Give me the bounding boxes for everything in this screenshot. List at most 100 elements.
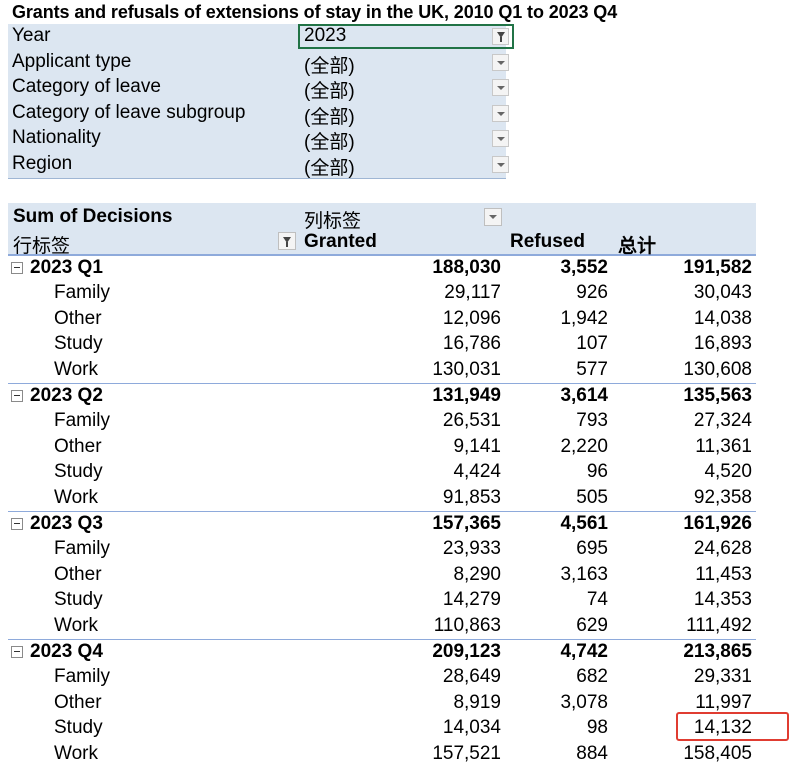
chevron-down-icon <box>497 137 505 142</box>
total-value: 111,492 <box>686 614 752 636</box>
total-value: 14,132 <box>693 717 752 739</box>
granted-value: 16,786 <box>442 333 501 355</box>
filter-applied-dropdown-button[interactable] <box>492 28 509 45</box>
filter-dropdown-button[interactable] <box>492 104 509 122</box>
granted-value: 130,031 <box>432 358 501 380</box>
refused-value: 3,163 <box>560 563 608 585</box>
filter-row-region: Region (全部) <box>8 152 509 179</box>
group-label: 2023 Q4 <box>30 641 103 662</box>
collapse-icon[interactable] <box>11 518 23 530</box>
table-row[interactable]: Family 28,649 682 29,331 <box>8 665 756 691</box>
filter-dropdown-button[interactable] <box>492 130 509 148</box>
total-value: 27,324 <box>693 410 752 431</box>
granted-value: 14,279 <box>442 589 501 611</box>
total-value: 24,628 <box>693 538 752 559</box>
granted-value: 12,096 <box>442 307 501 329</box>
filter-label: Category of leave subgroup <box>12 101 246 123</box>
total-value: 14,038 <box>693 307 752 329</box>
filter-dropdown-button[interactable] <box>492 156 509 173</box>
group-row-q4[interactable]: 2023 Q4 209,123 4,742 213,865 <box>8 639 756 666</box>
filter-value[interactable]: (全部) <box>304 132 355 154</box>
refused-value: 884 <box>576 742 608 764</box>
refused-value: 2,220 <box>560 435 608 457</box>
pivot-header: Sum of Decisions 列标签 行标签 Granted Refused… <box>8 203 756 257</box>
table-row[interactable]: Work 110,863 629 111,492 <box>8 614 756 640</box>
total-value: 213,865 <box>683 641 752 662</box>
filter-value[interactable]: (全部) <box>304 106 355 128</box>
table-row[interactable]: Study 14,279 74 14,353 <box>8 588 756 614</box>
table-row[interactable]: Work 130,031 577 130,608 <box>8 358 756 384</box>
table-row[interactable]: Other 9,141 2,220 11,361 <box>8 435 756 461</box>
refused-value: 1,942 <box>560 307 608 329</box>
table-row[interactable]: Other 12,096 1,942 14,038 <box>8 307 756 333</box>
table-row[interactable]: Work 91,853 505 92,358 <box>8 486 756 512</box>
chevron-down-icon <box>497 60 505 65</box>
granted-value: 91,853 <box>442 486 501 508</box>
group-row-q2[interactable]: 2023 Q2 131,949 3,614 135,563 <box>8 383 756 410</box>
row-label: Work <box>54 358 98 380</box>
refused-value: 793 <box>576 410 608 431</box>
filter-funnel-icon <box>283 237 291 247</box>
collapse-icon[interactable] <box>11 646 23 658</box>
filter-value[interactable]: (全部) <box>304 158 355 179</box>
granted-value: 8,919 <box>453 691 501 713</box>
table-row[interactable]: Study 4,424 96 4,520 <box>8 460 756 486</box>
column-header-total: 总计 <box>618 236 657 257</box>
refused-value: 3,552 <box>560 257 608 278</box>
row-labels-header: 行标签 <box>13 236 71 257</box>
table-row[interactable]: Work 157,521 884 158,405 <box>8 742 756 768</box>
values-label: Sum of Decisions <box>13 206 173 227</box>
filter-value[interactable]: (全部) <box>304 81 355 103</box>
total-value: 11,361 <box>695 435 752 457</box>
chevron-down-icon <box>497 163 505 167</box>
filter-row-category-of-leave: Category of leave (全部) <box>8 75 509 103</box>
group-row-q1[interactable]: 2023 Q1 188,030 3,552 191,582 <box>8 255 756 282</box>
row-labels-filter-button[interactable] <box>278 232 296 250</box>
sheet-title: Grants and refusals of extensions of sta… <box>12 2 618 22</box>
filter-value[interactable]: 2023 <box>304 25 347 46</box>
group-label: 2023 Q1 <box>30 257 103 278</box>
filter-label: Applicant type <box>12 50 132 72</box>
group-row-q3[interactable]: 2023 Q3 157,365 4,561 161,926 <box>8 511 756 538</box>
selected-cell[interactable] <box>298 24 514 49</box>
refused-value: 926 <box>576 282 608 303</box>
row-label: Work <box>54 486 98 508</box>
filter-label: Nationality <box>12 127 101 149</box>
table-row[interactable]: Other 8,919 3,078 11,997 <box>8 691 756 717</box>
filter-row-category-subgroup: Category of leave subgroup (全部) <box>8 101 509 128</box>
total-value: 158,405 <box>683 742 752 764</box>
column-header-refused: Refused <box>510 231 585 252</box>
granted-value: 157,365 <box>432 513 501 534</box>
total-value: 92,358 <box>693 486 752 508</box>
filter-dropdown-button[interactable] <box>492 53 509 71</box>
filter-dropdown-button[interactable] <box>492 79 509 97</box>
refused-value: 107 <box>576 333 608 355</box>
total-value: 11,453 <box>695 563 752 585</box>
refused-value: 98 <box>586 717 608 739</box>
row-label: Study <box>54 461 103 483</box>
pivot-filter-area: Year 2023 Applicant type (全部) Category o… <box>8 24 514 179</box>
group-label: 2023 Q2 <box>30 385 103 406</box>
table-row[interactable]: Other 8,290 3,163 11,453 <box>8 563 756 589</box>
table-row[interactable]: Study 14,034 98 14,132 <box>8 716 756 742</box>
refused-value: 3,614 <box>560 385 608 406</box>
total-value: 191,582 <box>683 257 752 278</box>
filter-value[interactable]: (全部) <box>304 55 355 77</box>
column-labels-dropdown-button[interactable] <box>484 208 502 226</box>
table-row[interactable]: Family 29,117 926 30,043 <box>8 281 756 307</box>
collapse-icon[interactable] <box>11 390 23 402</box>
total-value: 4,520 <box>704 461 752 483</box>
granted-value: 110,863 <box>433 614 501 636</box>
collapse-icon[interactable] <box>11 262 23 274</box>
refused-value: 3,078 <box>560 691 608 713</box>
row-label: Study <box>54 589 103 611</box>
table-row[interactable]: Family 23,933 695 24,628 <box>8 537 756 563</box>
total-value: 161,926 <box>683 513 752 534</box>
table-row[interactable]: Study 16,786 107 16,893 <box>8 332 756 358</box>
row-label: Other <box>54 691 102 713</box>
total-value: 130,608 <box>683 358 752 380</box>
total-value: 29,331 <box>693 666 752 687</box>
refused-value: 695 <box>576 538 608 559</box>
total-value: 16,893 <box>693 333 752 355</box>
table-row[interactable]: Family 26,531 793 27,324 <box>8 409 756 435</box>
